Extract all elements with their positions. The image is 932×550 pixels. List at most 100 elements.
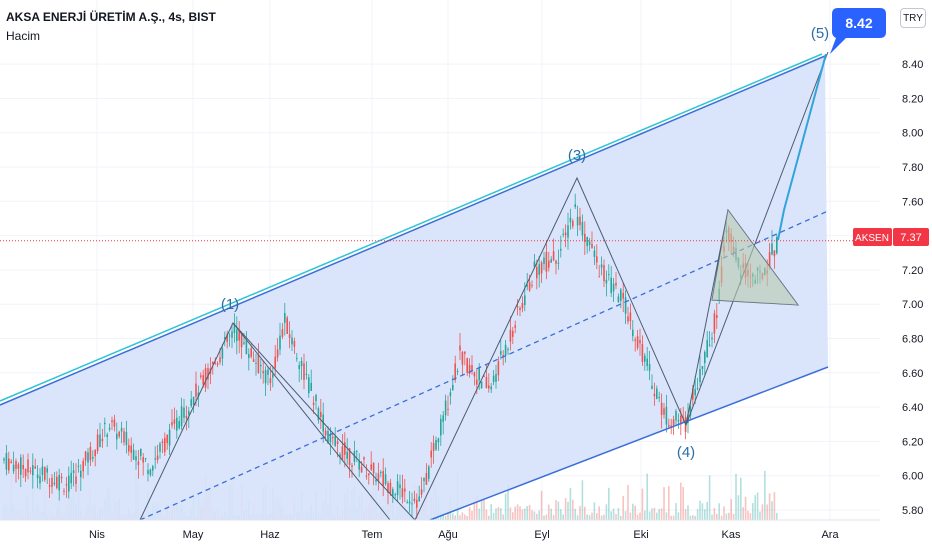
candle-body bbox=[231, 331, 233, 338]
candle-body bbox=[564, 232, 567, 236]
candle-body bbox=[375, 479, 377, 482]
volume-bar bbox=[516, 504, 519, 520]
candle-body bbox=[24, 468, 27, 477]
candle-body bbox=[675, 410, 677, 421]
y-tick-label: 8.40 bbox=[902, 59, 923, 71]
volume-bar bbox=[610, 511, 612, 520]
candle-body bbox=[368, 473, 370, 476]
volume-bar bbox=[444, 515, 447, 520]
candle-body bbox=[488, 385, 490, 389]
volume-bar bbox=[447, 512, 449, 520]
candle-body bbox=[480, 381, 483, 389]
candle-body bbox=[48, 485, 51, 487]
candle-body bbox=[303, 363, 305, 380]
candle-body bbox=[442, 415, 444, 422]
candle-body bbox=[706, 340, 708, 358]
candle-body bbox=[276, 349, 279, 358]
candle-body bbox=[56, 476, 58, 488]
volume-bar bbox=[644, 510, 646, 520]
candle-body bbox=[101, 438, 104, 442]
volume-bar bbox=[706, 501, 708, 520]
candle-body bbox=[423, 478, 425, 482]
candle-body bbox=[132, 449, 135, 460]
candle-body bbox=[555, 260, 557, 264]
candle-body bbox=[356, 451, 358, 453]
candle-body bbox=[425, 473, 428, 485]
volume-bar bbox=[500, 508, 502, 520]
indicator-label[interactable]: Hacim bbox=[6, 29, 41, 43]
price-candles bbox=[3, 193, 778, 519]
volume-bar bbox=[773, 492, 776, 520]
volume-bar bbox=[459, 515, 461, 520]
projection-path bbox=[777, 53, 827, 241]
volume-bar bbox=[476, 494, 478, 520]
time-axis[interactable]: Nis May Haz Tem Ağu Eyl Eki Kas Ara bbox=[0, 519, 880, 541]
volume-bar bbox=[603, 514, 605, 520]
candle-body bbox=[341, 446, 344, 461]
candle-body bbox=[548, 260, 550, 268]
x-tick-label: May bbox=[183, 529, 204, 541]
volume-bar bbox=[543, 515, 545, 520]
volume-bar bbox=[713, 508, 716, 520]
candle-body bbox=[207, 368, 209, 380]
candle-body bbox=[360, 466, 363, 473]
currency-button[interactable]: TRY bbox=[900, 8, 926, 28]
x-tick-label: Nis bbox=[89, 529, 105, 541]
volume-bar bbox=[531, 510, 533, 520]
candle-body bbox=[528, 282, 531, 291]
candle-body bbox=[509, 329, 512, 342]
candle-body bbox=[269, 378, 272, 384]
candle-body bbox=[591, 243, 593, 249]
candle-body bbox=[699, 369, 701, 383]
symbol-title[interactable]: AKSA ENERJİ ÜRETİM A.Ş., 4s, BIST bbox=[6, 10, 216, 24]
candle-body bbox=[627, 316, 629, 322]
y-tick-label: 6.60 bbox=[902, 368, 923, 380]
candle-body bbox=[29, 470, 32, 472]
candle-body bbox=[250, 348, 252, 357]
candle-body bbox=[644, 355, 646, 362]
volume-bar bbox=[545, 514, 548, 520]
volume-bar bbox=[756, 492, 759, 520]
candle-body bbox=[605, 279, 608, 284]
volume-bar bbox=[768, 493, 771, 520]
candle-body bbox=[459, 345, 461, 351]
candle-body bbox=[358, 460, 360, 470]
candle-body bbox=[344, 442, 346, 455]
x-tick-label: Haz bbox=[260, 529, 280, 541]
candle-body bbox=[339, 454, 341, 458]
candle-body bbox=[228, 335, 231, 337]
price-axis[interactable]: 8.408.208.007.807.607.407.207.006.806.60… bbox=[902, 59, 923, 517]
volume-bar bbox=[468, 507, 471, 520]
target-tag: 8.42 bbox=[830, 8, 886, 54]
candle-body bbox=[46, 468, 48, 473]
volume-bar bbox=[740, 477, 742, 520]
volume-bar bbox=[716, 513, 718, 520]
volume-bar bbox=[495, 508, 497, 520]
volume-bar bbox=[586, 514, 588, 520]
y-tick-label: 7.60 bbox=[902, 196, 923, 208]
candle-body bbox=[600, 264, 603, 268]
volume-bar bbox=[528, 504, 531, 520]
candle-body bbox=[320, 411, 322, 418]
candle-body bbox=[646, 358, 648, 367]
candle-body bbox=[286, 317, 288, 334]
volume-bar bbox=[452, 513, 454, 520]
volume-bar bbox=[548, 504, 550, 520]
volume-bar bbox=[651, 508, 653, 520]
candle-body bbox=[106, 434, 108, 437]
volume-bar bbox=[632, 503, 634, 520]
volume-bar bbox=[552, 514, 555, 520]
candle-body bbox=[41, 466, 44, 476]
volume-bar bbox=[620, 515, 622, 520]
target-tag-value: 8.42 bbox=[845, 15, 872, 31]
volume-bar bbox=[574, 508, 576, 520]
candle-body bbox=[60, 476, 63, 479]
volume-bar bbox=[665, 512, 668, 520]
candle-body bbox=[274, 356, 276, 369]
candle-body bbox=[82, 460, 84, 472]
candle-body bbox=[716, 315, 718, 318]
candle-body bbox=[658, 397, 660, 399]
volume-bar bbox=[634, 505, 636, 520]
candle-body bbox=[596, 256, 598, 263]
